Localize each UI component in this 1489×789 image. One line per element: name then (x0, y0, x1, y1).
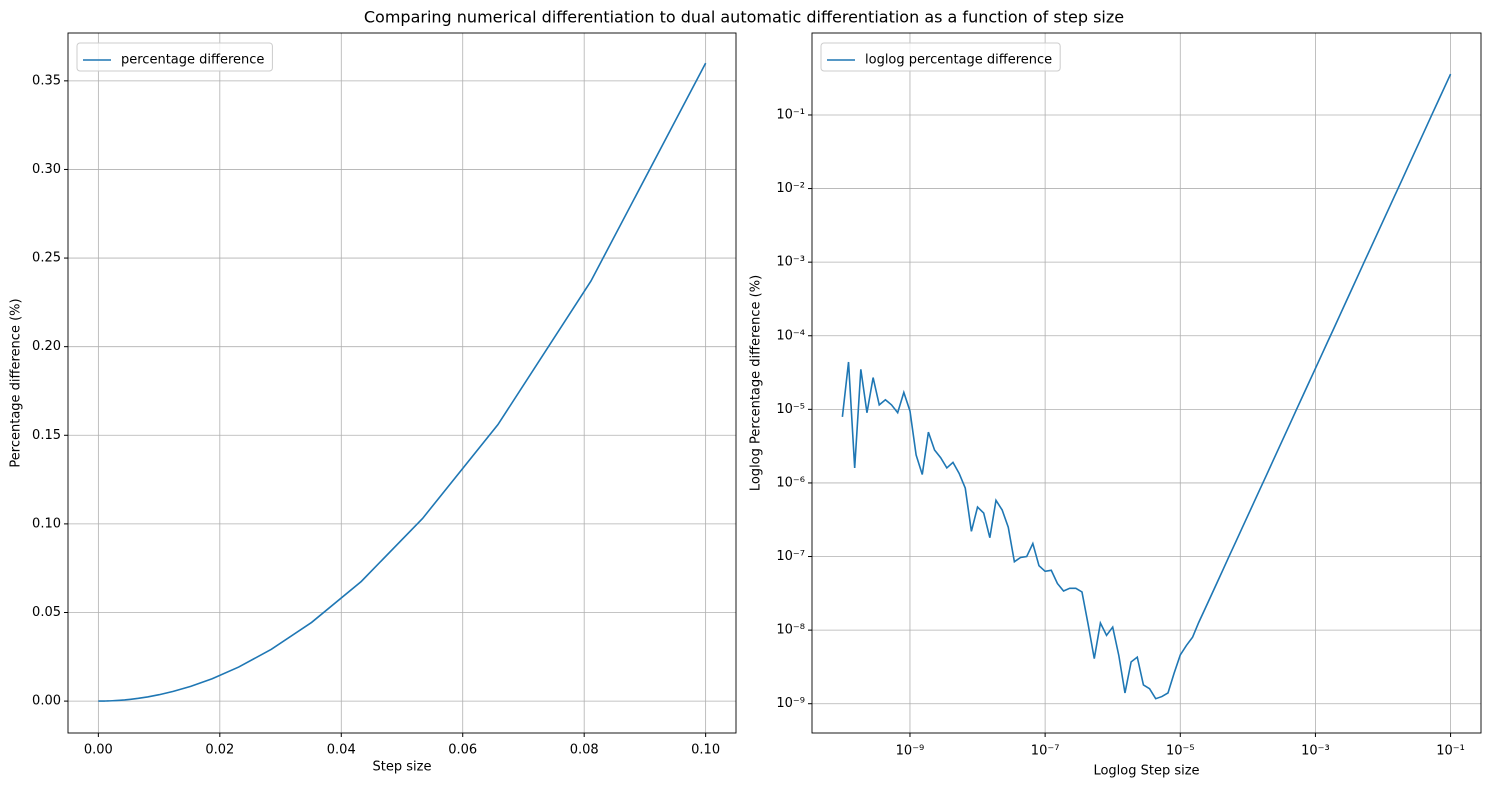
y-tick-label: 10⁻⁷ (776, 549, 805, 564)
y-tick-label: 0.20 (32, 339, 61, 354)
x-axis-label: Step size (373, 760, 432, 775)
y-axis-label: Percentage difference (%) (9, 298, 24, 467)
legend-label: loglog percentage difference (865, 53, 1052, 68)
x-tick-label: 0.04 (327, 743, 356, 758)
y-tick-label: 10⁻² (776, 181, 805, 196)
legend-frame (820, 42, 1061, 72)
y-tick-label: 0.10 (32, 516, 61, 531)
y-tick-label: 0.00 (32, 694, 61, 709)
y-tick-label: 10⁻¹ (776, 107, 805, 122)
x-tick-label: 0.00 (84, 743, 113, 758)
x-tick-label: 10⁻⁷ (1031, 744, 1060, 759)
y-tick-label: 10⁻⁵ (776, 402, 805, 417)
y-tick-label: 0.25 (32, 251, 61, 266)
y-tick-label: 0.15 (32, 428, 61, 443)
x-tick-label: 0.08 (570, 743, 599, 758)
legend-frame (76, 42, 273, 72)
axes-frame (811, 32, 1482, 734)
y-tick-label: 0.35 (32, 73, 61, 88)
axes-frame (67, 32, 737, 734)
y-tick-label: 10⁻⁹ (776, 696, 805, 711)
y-tick-label: 10⁻⁶ (776, 475, 805, 490)
legend: loglog percentage difference (820, 42, 1061, 72)
x-tick-label: 0.06 (448, 743, 477, 758)
data-line (841, 73, 1452, 700)
y-tick-label: 0.05 (32, 605, 61, 620)
legend-label: percentage difference (121, 53, 264, 68)
y-axis-label: Loglog Percentage difference (%) (749, 275, 764, 491)
legend: percentage difference (76, 42, 273, 72)
x-tick-label: 10⁻³ (1301, 744, 1330, 759)
data-line (98, 62, 707, 702)
x-tick-label: 10⁻⁹ (896, 744, 925, 759)
x-tick-label: 10⁻¹ (1436, 744, 1465, 759)
y-tick-label: 10⁻⁸ (776, 623, 805, 638)
x-axis-label: Loglog Step size (1093, 764, 1199, 779)
x-tick-label: 10⁻⁵ (1166, 744, 1195, 759)
y-tick-label: 0.30 (32, 162, 61, 177)
x-tick-label: 0.02 (205, 743, 234, 758)
figure-title: Comparing numerical differentiation to d… (364, 8, 1124, 27)
x-tick-label: 0.10 (691, 743, 720, 758)
y-tick-label: 10⁻⁴ (776, 328, 805, 343)
y-tick-label: 10⁻³ (776, 255, 805, 270)
